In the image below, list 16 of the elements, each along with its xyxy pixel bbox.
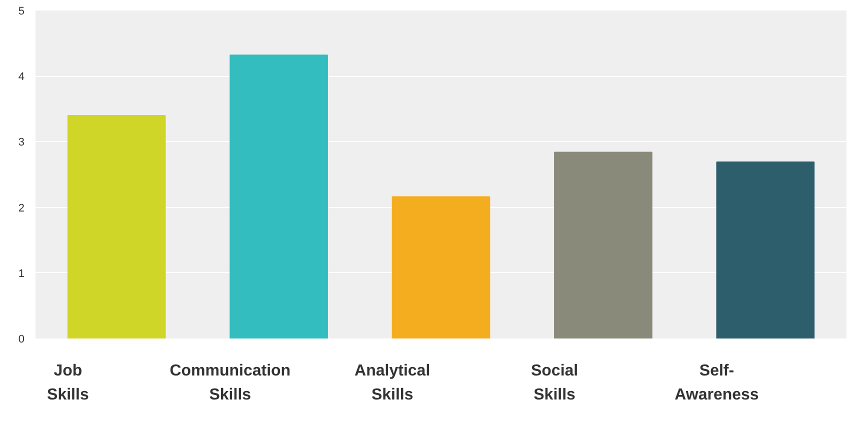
y-tick-label: 0: [18, 334, 25, 346]
bar: [554, 152, 652, 338]
y-tick-label: 2: [18, 202, 25, 214]
y-tick-label: 4: [18, 71, 25, 84]
bar: [230, 54, 328, 338]
bar: [67, 114, 166, 338]
x-tick-label: Analytical Skills: [354, 362, 430, 404]
x-tick-label: Social Skills: [530, 362, 578, 404]
x-tick-label: Self-Awareness: [674, 362, 759, 404]
bar: [716, 162, 815, 338]
bar: [392, 196, 490, 338]
y-tick-label: 3: [18, 136, 25, 149]
y-tick-label: 1: [18, 268, 25, 280]
x-tick-label: Job Skills: [47, 362, 89, 404]
x-tick-label: Communication Skills: [170, 362, 291, 404]
y-tick-label: 5: [18, 6, 25, 18]
